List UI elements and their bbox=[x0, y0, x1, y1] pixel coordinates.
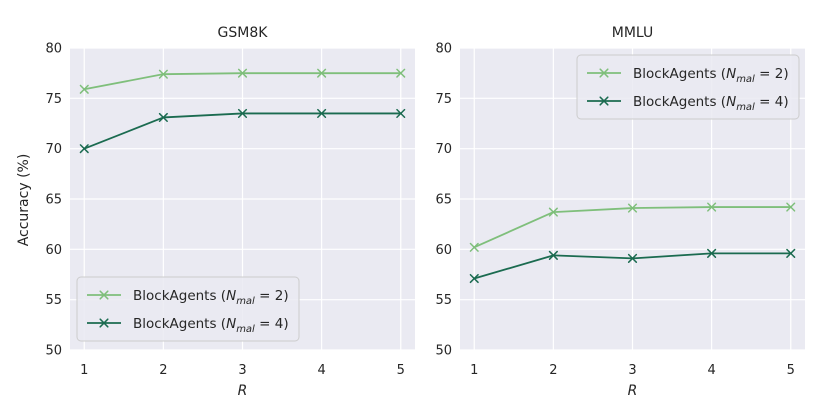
mmlu-series-1-point bbox=[548, 207, 558, 217]
mmlu-xtick-label: 3 bbox=[628, 363, 636, 378]
mmlu-legend-label-1: BlockAgents (Nmal = 2) bbox=[633, 66, 789, 85]
mmlu-series-2-point-stroke-b bbox=[548, 250, 558, 260]
gsm8k-series-2-point-stroke-b bbox=[237, 108, 248, 118]
gsm8k-series-1-point-stroke-b bbox=[79, 84, 89, 94]
gsm8k-series-1-point bbox=[237, 68, 248, 78]
mmlu-series-1-point-stroke-b bbox=[627, 203, 638, 213]
gsm8k-series-1-point bbox=[158, 69, 168, 79]
mmlu-series-1-point bbox=[469, 242, 479, 252]
mmlu-ytick-label: 65 bbox=[435, 193, 452, 208]
mmlu-series-1-point-stroke-b bbox=[786, 202, 796, 212]
mmlu-legend-frame bbox=[576, 54, 800, 120]
gsm8k-series-2-point bbox=[317, 108, 327, 118]
mmlu-series-2-point bbox=[786, 248, 796, 258]
mmlu-series-2-point-stroke-b bbox=[786, 248, 796, 258]
mmlu-series-1-point-stroke-b bbox=[548, 207, 558, 217]
gsm8k-ytick-label: 55 bbox=[45, 293, 62, 308]
mmlu-x-axis-label: R bbox=[628, 383, 638, 399]
gsm8k-legend-frame bbox=[76, 276, 300, 342]
gsm8k-legend-label-2: BlockAgents (Nmal = 4) bbox=[133, 316, 289, 335]
mmlu-legend-label-2: BlockAgents (Nmal = 4) bbox=[633, 94, 789, 113]
mmlu-series-2-point bbox=[707, 248, 717, 258]
mmlu-series-2-point bbox=[469, 273, 479, 284]
gsm8k-ytick-label: 65 bbox=[45, 193, 62, 208]
mmlu-series-2-point-stroke-b bbox=[469, 273, 479, 284]
gsm8k-chart: 50 55 60 65 70 75 80 1 2 3 4 5 GSM8K R BlockAgents (Nm… bbox=[45, 25, 415, 399]
mmlu-xtick-label: 5 bbox=[787, 363, 795, 378]
mmlu-series-1-point bbox=[786, 202, 796, 212]
gsm8k-series-1-point-stroke-b bbox=[158, 69, 168, 79]
mmlu-legend-marker-1 bbox=[599, 68, 609, 78]
gsm8k-series-1-point bbox=[79, 84, 89, 94]
mmlu-ytick-label: 50 bbox=[435, 344, 452, 359]
mmlu-xtick-label: 1 bbox=[470, 363, 478, 378]
gsm8k-series-1-point bbox=[396, 68, 406, 78]
mmlu-legend-marker-2-stroke-b bbox=[599, 96, 609, 106]
mmlu-ytick-label: 75 bbox=[435, 92, 452, 107]
mmlu-ytick-label: 70 bbox=[435, 142, 452, 157]
gsm8k-series-1-point-stroke-b bbox=[237, 68, 248, 78]
mmlu-xtick-label: 2 bbox=[549, 363, 557, 378]
gsm8k-ytick-label: 60 bbox=[45, 243, 62, 258]
mmlu-series-2-point bbox=[548, 250, 558, 260]
gsm8k-ytick-label: 70 bbox=[45, 142, 62, 157]
gsm8k-series-2-point bbox=[396, 108, 406, 118]
mmlu-series-2-point-stroke-b bbox=[627, 253, 638, 263]
gsm8k-xtick-label: 4 bbox=[317, 363, 325, 378]
mmlu-series-2-point bbox=[627, 253, 638, 263]
gsm8k-legend-label-1: BlockAgents (Nmal = 2) bbox=[133, 288, 289, 307]
gsm8k-legend-marker-2 bbox=[99, 318, 109, 328]
mmlu-chart: 50 55 60 65 70 75 80 1 2 3 4 5 MMLU R BlockAgents (Nma… bbox=[435, 25, 805, 399]
gsm8k-series-1-point-stroke-b bbox=[396, 68, 406, 78]
gsm8k-series-1-point bbox=[317, 68, 327, 78]
gsm8k-legend-marker-1 bbox=[99, 290, 109, 300]
gsm8k-xtick-label: 5 bbox=[397, 363, 405, 378]
mmlu-legend: BlockAgents (Nmal = 2) BlockAgents (Nmal … bbox=[576, 54, 800, 120]
gsm8k-xtick-label: 3 bbox=[238, 363, 246, 378]
gsm8k-series-2-point bbox=[158, 112, 168, 123]
mmlu-legend-marker-2 bbox=[599, 96, 609, 106]
gsm8k-xtick-label: 2 bbox=[159, 363, 167, 378]
gsm8k-legend-marker-1-stroke-b bbox=[99, 290, 109, 300]
gsm8k-series-2-point-stroke-b bbox=[158, 112, 168, 123]
gsm8k-series-2-point-stroke-b bbox=[396, 108, 406, 118]
mmlu-legend-marker-1-stroke-b bbox=[599, 68, 609, 78]
mmlu-ytick-label: 80 bbox=[435, 42, 452, 57]
gsm8k-series-2-point-stroke-b bbox=[79, 144, 89, 154]
mmlu-ytick-label: 60 bbox=[435, 243, 452, 258]
gsm8k-ytick-label: 75 bbox=[45, 92, 62, 107]
y-axis-label: Accuracy (%) bbox=[16, 154, 32, 247]
mmlu-series-1-point-stroke-b bbox=[707, 202, 717, 212]
gsm8k-series-1-point-stroke-b bbox=[317, 68, 327, 78]
gsm8k-ytick-label: 80 bbox=[45, 42, 62, 57]
gsm8k-legend-marker-2-stroke-b bbox=[99, 318, 109, 328]
gsm8k-series-2-point-stroke-b bbox=[317, 108, 327, 118]
mmlu-series-1-point bbox=[627, 203, 638, 213]
mmlu-series-2-point-stroke-b bbox=[707, 248, 717, 258]
gsm8k-x-axis-label: R bbox=[238, 383, 248, 399]
mmlu-xtick-label: 4 bbox=[707, 363, 715, 378]
gsm8k-title: GSM8K bbox=[218, 25, 269, 41]
gsm8k-legend: BlockAgents (Nmal = 2) BlockAgents (Nmal … bbox=[76, 276, 300, 342]
mmlu-series-1-point-stroke-b bbox=[469, 242, 479, 252]
gsm8k-ytick-label: 50 bbox=[45, 344, 62, 359]
mmlu-series-1-point bbox=[707, 202, 717, 212]
gsm8k-series-2-point bbox=[79, 144, 89, 154]
mmlu-ytick-label: 55 bbox=[435, 293, 452, 308]
mmlu-title: MMLU bbox=[612, 25, 654, 41]
gsm8k-xtick-label: 1 bbox=[80, 363, 88, 378]
gsm8k-series-2-point bbox=[237, 108, 248, 118]
